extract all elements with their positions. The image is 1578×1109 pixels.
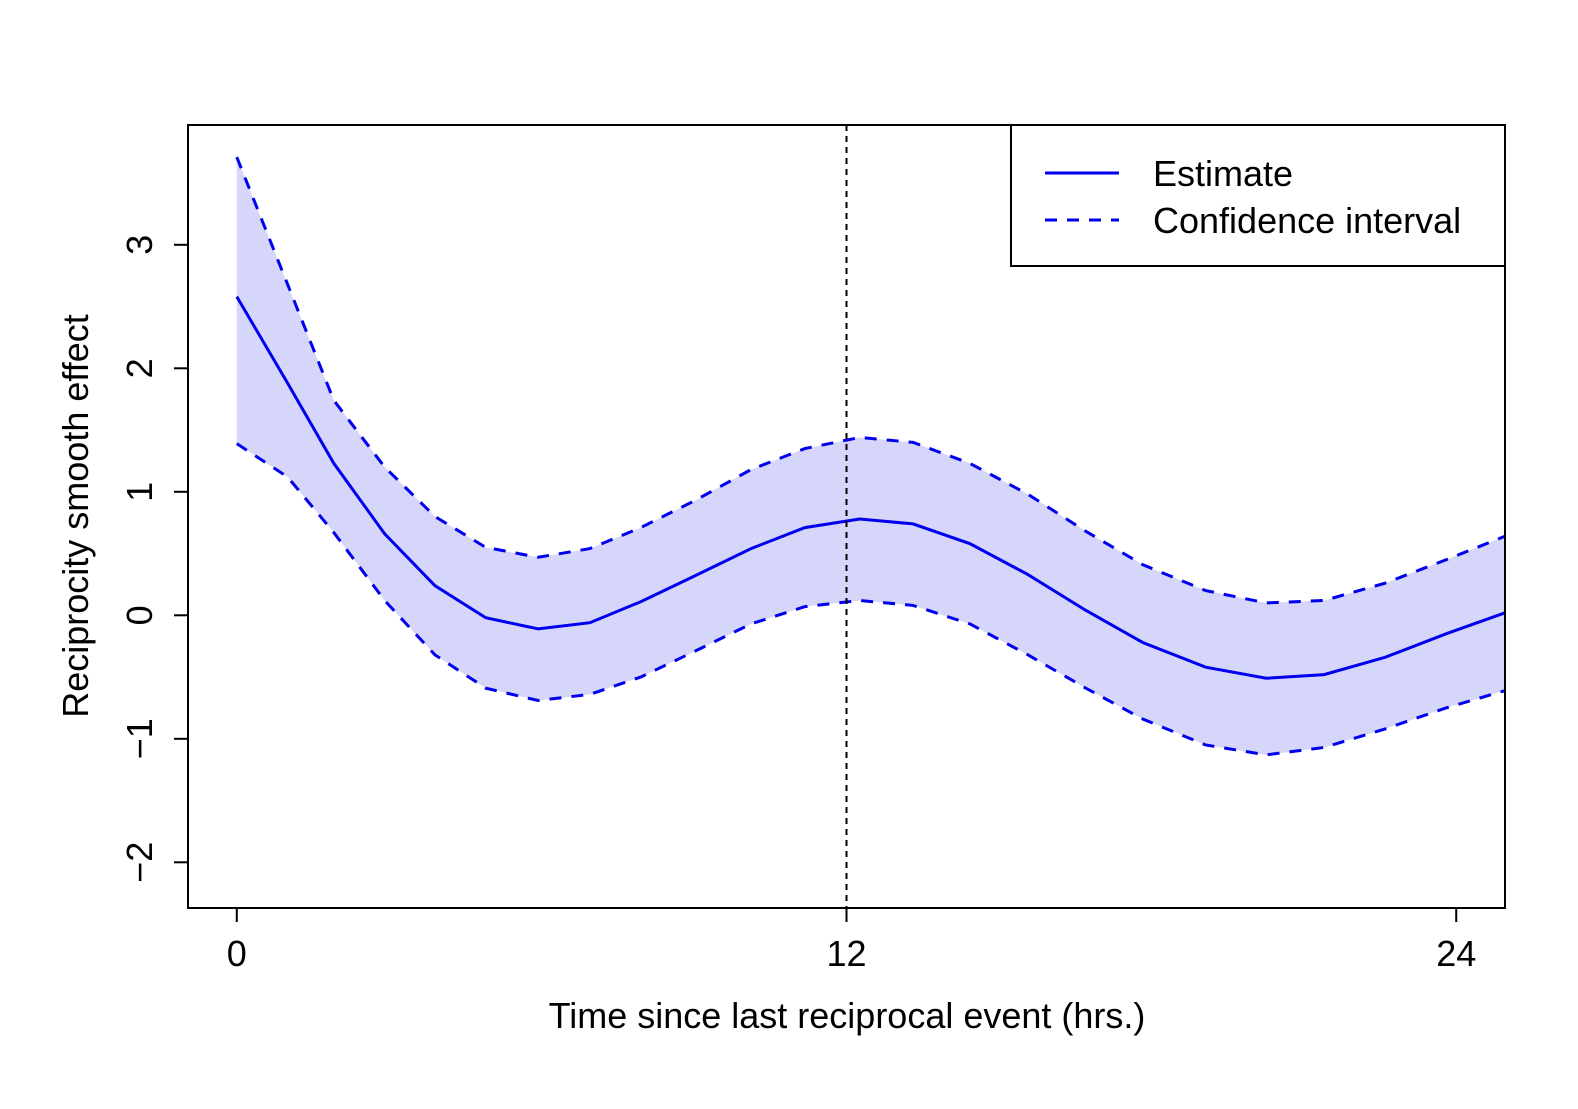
x-axis-label: Time since last reciprocal event (hrs.) xyxy=(549,995,1146,1036)
x-tick-label: 12 xyxy=(826,933,866,974)
y-tick-label: 0 xyxy=(119,605,160,625)
upper-ci-line xyxy=(235,156,1506,605)
x-tick-label: 24 xyxy=(1436,933,1476,974)
lower-ci-line xyxy=(235,442,1506,757)
y-axis-label: Reciprocity smooth effect xyxy=(55,314,96,718)
estimate-line xyxy=(235,295,1506,680)
y-tick-label: 3 xyxy=(119,235,160,255)
y-tick-label: 2 xyxy=(119,358,160,378)
y-tick-label: −2 xyxy=(119,842,160,883)
confidence-band xyxy=(236,157,1505,755)
y-tick-label: −1 xyxy=(119,718,160,759)
legend-label: Estimate xyxy=(1153,153,1293,194)
legend-box xyxy=(1010,124,1506,267)
legend-label: Confidence interval xyxy=(1153,200,1461,241)
y-tick-label: 1 xyxy=(119,482,160,502)
x-tick-label: 0 xyxy=(227,933,247,974)
